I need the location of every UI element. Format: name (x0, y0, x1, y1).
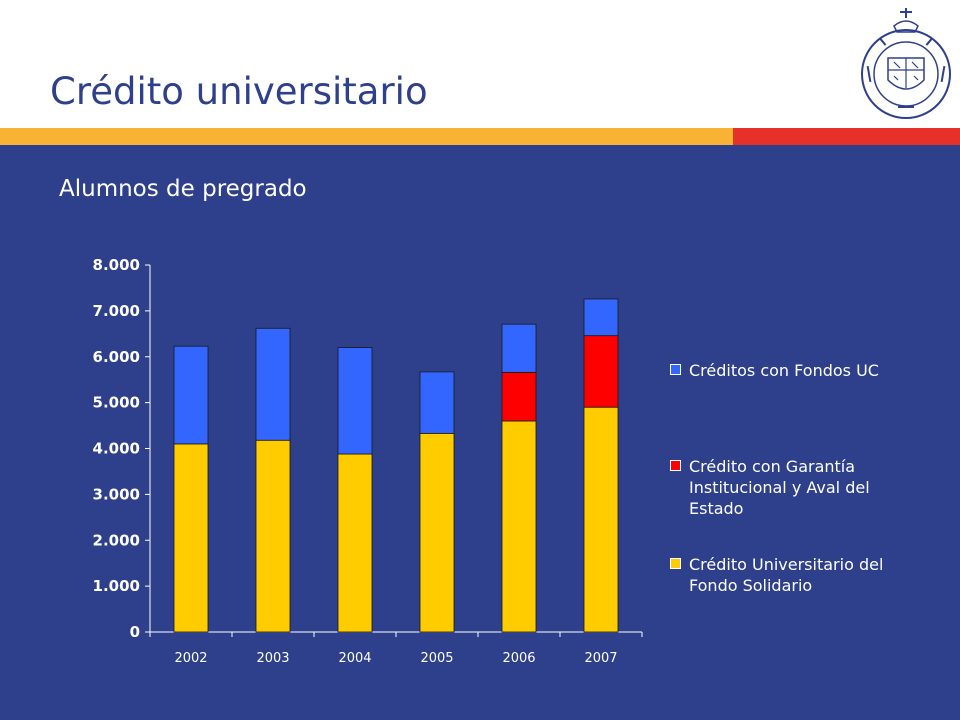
y-tick-label: 0 (130, 623, 140, 641)
x-axis-tick-labels: 2002 2003 2004 2005 2006 2007 (174, 651, 617, 666)
bar-segment-2005-series-0 (419, 432, 455, 633)
bar-segment-2007-series-2 (583, 298, 619, 337)
y-tick-label: 4.000 (93, 440, 140, 458)
bar-segment-2002-series-0 (173, 443, 209, 633)
accent-stripe-orange (0, 128, 733, 145)
chart-axes (145, 264, 643, 637)
bar-segment-2006-series-1 (501, 371, 537, 422)
legend-swatch (670, 364, 681, 375)
chart-subtitle: Alumnos de pregrado (59, 176, 307, 202)
y-axis-tick-labels: 0 1.000 2.000 3.000 4.000 5.000 6.000 7.000 8.00… (93, 256, 140, 641)
bar-segment-2002-series-2 (173, 345, 209, 445)
x-tick-label: 2005 (420, 651, 453, 666)
legend-label: Crédito con Garantía Institucional y Ava… (689, 457, 870, 518)
bar-segment-2004-series-0 (337, 453, 373, 633)
bar-segment-2007-series-0 (583, 406, 619, 633)
accent-stripe-red (733, 128, 960, 145)
x-tick-label: 2007 (584, 651, 617, 666)
bar-segment-2003-series-0 (255, 439, 291, 633)
legend-swatch (670, 460, 681, 471)
x-tick-label: 2002 (174, 651, 207, 666)
y-tick-label: 1.000 (93, 577, 140, 595)
legend-label: Crédito Universitario del Fondo Solidari… (689, 555, 884, 595)
bar-segment-2006-series-0 (501, 420, 537, 633)
x-tick-label: 2003 (256, 651, 289, 666)
legend-label: Créditos con Fondos UC (689, 361, 879, 380)
slide-header (0, 0, 960, 128)
y-tick-label: 3.000 (93, 485, 140, 503)
bar-segment-2007-series-1 (583, 335, 619, 408)
legend-swatch (670, 558, 681, 569)
bar-segment-2004-series-2 (337, 347, 373, 455)
bar-segment-2006-series-2 (501, 323, 537, 373)
bar-segment-2003-series-2 (255, 327, 291, 441)
y-tick-label: 8.000 (93, 256, 140, 274)
y-tick-label: 6.000 (93, 348, 140, 366)
y-tick-label: 5.000 (93, 394, 140, 412)
bar-segment-2005-series-2 (419, 371, 455, 434)
x-tick-label: 2004 (338, 651, 371, 666)
y-tick-label: 7.000 (93, 302, 140, 320)
chart-bars (173, 298, 619, 633)
content-panel (0, 145, 960, 720)
university-seal-icon (861, 8, 951, 119)
slide-title: Crédito universitario (50, 70, 428, 113)
y-tick-label: 2.000 (93, 531, 140, 549)
x-tick-label: 2006 (502, 651, 535, 666)
